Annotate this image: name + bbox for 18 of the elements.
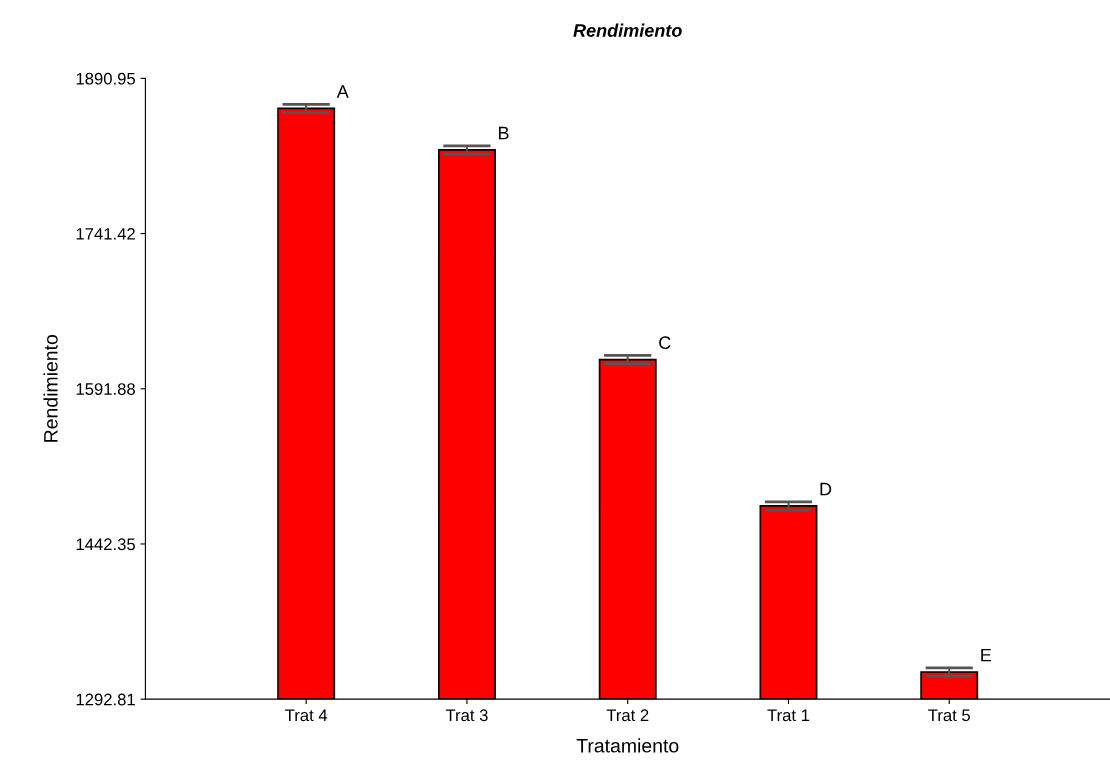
x-axis-title: Tratamiento [576,738,679,753]
y-tick-label: 1591.88 [76,383,135,395]
x-tick-label: Trat 1 [767,709,810,722]
x-tick-label: Trat 5 [928,709,970,722]
y-tick-label: 1741.42 [76,227,135,240]
chart-title: Rendimiento [573,23,682,37]
annotation: A [336,85,349,98]
y-axis-title: Rendimiento [43,335,58,442]
y-tick-label: 1442.35 [76,538,135,551]
y-tick-label: 1292.81 [76,693,135,706]
annotation: D [820,482,832,496]
annotation: B [498,126,509,140]
annotation: C [659,336,671,350]
x-tick-label: Trat 3 [445,709,488,722]
x-tick-label: Trat 2 [606,709,649,722]
annotation: E [981,648,992,662]
x-tick-label: Trat 4 [285,709,328,722]
y-tick-label: 1890.95 [76,72,135,85]
